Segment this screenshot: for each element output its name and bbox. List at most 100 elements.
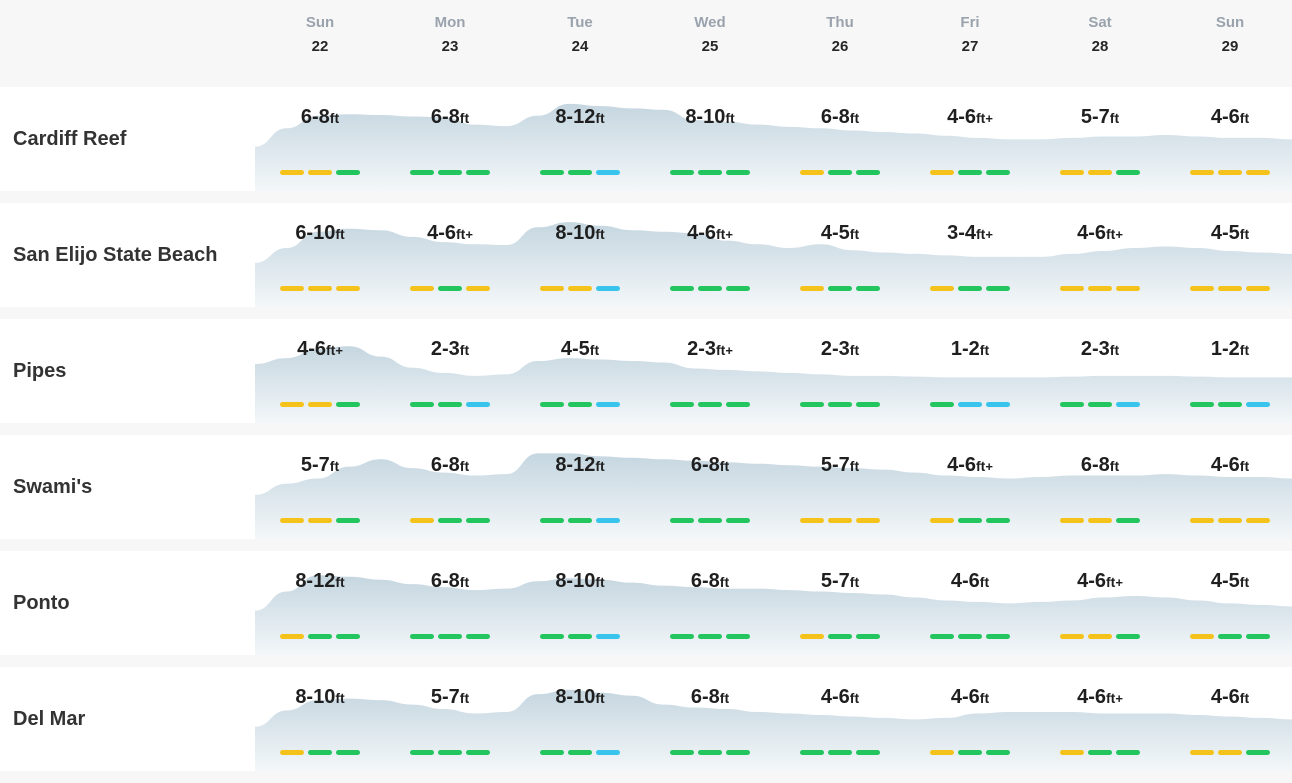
spot-row[interactable]: Ponto 8-12ft 6-8ft 8-10ft 6-8ft 5-7ft 4-6ft 4-6… — [0, 551, 1292, 655]
rating-bar-good — [1060, 402, 1084, 407]
spot-row[interactable]: San Elijo State Beach 6-10ft 4-6ft+ 8-10ft 4… — [0, 203, 1292, 307]
wave-height[interactable]: 4-6ft+ — [905, 106, 1035, 129]
wave-height[interactable]: 8-10ft — [515, 222, 645, 245]
wave-height[interactable]: 6-8ft — [385, 454, 515, 477]
wave-height[interactable]: 6-8ft — [255, 106, 385, 129]
rating-bar-fair — [1190, 170, 1214, 175]
wave-height[interactable]: 2-3ft — [1035, 338, 1165, 361]
wave-height-unit: ft — [715, 226, 726, 242]
wave-height[interactable]: 8-10ft — [515, 686, 645, 709]
spot-name[interactable]: Ponto — [13, 592, 70, 614]
wave-height-range: 5-7 — [1080, 106, 1110, 128]
wave-height-unit: ft — [725, 110, 735, 126]
wave-height[interactable]: 4-6ft+ — [1035, 570, 1165, 593]
wave-height[interactable]: 4-6ft+ — [385, 222, 515, 245]
rating-bar-poor — [596, 286, 620, 291]
wave-height[interactable]: 3-4ft+ — [905, 222, 1035, 245]
wave-height[interactable]: 6-8ft — [385, 106, 515, 129]
wave-height[interactable]: 5-7ft — [385, 686, 515, 709]
wave-height-unit: ft — [1109, 458, 1120, 474]
rating-bar-good — [856, 750, 880, 755]
wave-height[interactable]: 6-8ft — [645, 454, 775, 477]
wave-height[interactable]: 2-3ft+ — [645, 338, 775, 361]
wave-height-unit: ft — [459, 690, 470, 706]
wave-height[interactable]: 4-6ft — [1165, 106, 1292, 129]
spot-name[interactable]: Del Mar — [13, 708, 86, 730]
wave-height[interactable]: 1-2ft — [1165, 338, 1292, 361]
wave-height[interactable]: 6-8ft — [775, 106, 905, 129]
wave-height[interactable]: 6-8ft — [645, 686, 775, 709]
wave-height-range: 8-10 — [555, 570, 596, 592]
day-number: 26 — [831, 38, 849, 55]
rating-bar-fair — [568, 286, 592, 291]
wave-height-range: 4-6 — [1210, 454, 1240, 476]
wave-height[interactable]: 8-10ft — [255, 686, 385, 709]
wave-height-range: 6-8 — [300, 106, 330, 128]
wave-height[interactable]: 6-8ft — [385, 570, 515, 593]
rating-bar-fair — [800, 286, 824, 291]
wave-height[interactable]: 2-3ft — [775, 338, 905, 361]
spot-row[interactable]: Del Mar 8-10ft 5-7ft 8-10ft 6-8ft 4-6ft 4-6ft 4… — [0, 667, 1292, 771]
wave-height[interactable]: 4-6ft — [905, 570, 1035, 593]
wave-height[interactable]: 8-10ft — [515, 570, 645, 593]
wave-height[interactable]: 4-6ft — [775, 686, 905, 709]
spot-row[interactable]: Pipes 4-6ft+ 2-3ft 4-5ft 2-3ft+ 2-3ft 1-2ft 2-3… — [0, 319, 1292, 423]
spot-name[interactable]: San Elijo State Beach — [13, 244, 218, 266]
wave-height[interactable]: 4-5ft — [775, 222, 905, 245]
swell-chart: 8-12ft 6-8ft 8-10ft 6-8ft 5-7ft 4-6ft 4-6ft+ 4-… — [255, 551, 1292, 655]
spot-row[interactable]: Cardiff Reef 6-8ft 6-8ft 8-12ft 8-10ft 6-8ft 4… — [0, 87, 1292, 191]
rating-bar-fair — [1246, 286, 1270, 291]
rating-bar-fair — [1218, 170, 1242, 175]
rating-bar-good — [726, 518, 750, 523]
rating-bar-good — [336, 518, 360, 523]
rating-bar-good — [336, 750, 360, 755]
wave-height[interactable]: 5-7ft — [775, 454, 905, 477]
wave-height[interactable]: 4-6ft+ — [645, 222, 775, 245]
wave-height[interactable]: 1-2ft — [905, 338, 1035, 361]
spot-row[interactable]: Swami's 5-7ft 6-8ft 8-12ft 6-8ft 5-7ft 4-6ft+ 6… — [0, 435, 1292, 539]
wave-height[interactable]: 4-5ft — [1165, 222, 1292, 245]
rating-bar-good — [958, 286, 982, 291]
wave-height[interactable]: 4-6ft — [1165, 454, 1292, 477]
surf-rating — [280, 750, 360, 755]
wave-height[interactable]: 4-5ft — [1165, 570, 1292, 593]
wave-height[interactable]: 8-12ft — [255, 570, 385, 593]
spot-name[interactable]: Pipes — [13, 360, 67, 382]
surf-rating — [540, 518, 620, 523]
wave-height[interactable]: 5-7ft — [1035, 106, 1165, 129]
wave-height[interactable]: 4-6ft+ — [905, 454, 1035, 477]
day-name: Sun — [305, 14, 335, 31]
spot-name[interactable]: Swami's — [13, 476, 93, 498]
wave-height-range: 4-6 — [1077, 570, 1106, 592]
surf-rating — [930, 286, 1010, 291]
wave-height[interactable]: 4-6ft — [1165, 686, 1292, 709]
rating-bar-fair — [1190, 286, 1214, 291]
rating-bar-poor — [986, 402, 1010, 407]
wave-height-plus: + — [985, 227, 993, 242]
wave-height[interactable]: 4-5ft — [515, 338, 645, 361]
wave-height[interactable]: 4-6ft+ — [255, 338, 385, 361]
wave-height[interactable]: 2-3ft — [385, 338, 515, 361]
wave-height[interactable]: 4-6ft+ — [1035, 222, 1165, 245]
rating-bar-fair — [280, 518, 304, 523]
wave-height[interactable]: 6-10ft — [255, 222, 385, 245]
rating-bar-fair — [1088, 170, 1112, 175]
surf-rating — [1190, 402, 1270, 407]
wave-height[interactable]: 5-7ft — [255, 454, 385, 477]
wave-height[interactable]: 8-12ft — [515, 106, 645, 129]
wave-height[interactable]: 4-6ft — [905, 686, 1035, 709]
rating-bar-good — [308, 634, 332, 639]
wave-height[interactable]: 4-6ft+ — [1035, 686, 1165, 709]
wave-height[interactable]: 8-10ft — [645, 106, 775, 129]
rating-bar-good — [670, 518, 694, 523]
wave-height-range: 4-5 — [1210, 570, 1240, 592]
rating-bar-good — [986, 286, 1010, 291]
rating-bar-good — [800, 750, 824, 755]
wave-height[interactable]: 5-7ft — [775, 570, 905, 593]
rating-bar-good — [438, 170, 462, 175]
spot-name[interactable]: Cardiff Reef — [13, 128, 127, 150]
wave-height[interactable]: 6-8ft — [1035, 454, 1165, 477]
wave-height[interactable]: 8-12ft — [515, 454, 645, 477]
surf-rating — [930, 402, 1010, 407]
wave-height[interactable]: 6-8ft — [645, 570, 775, 593]
